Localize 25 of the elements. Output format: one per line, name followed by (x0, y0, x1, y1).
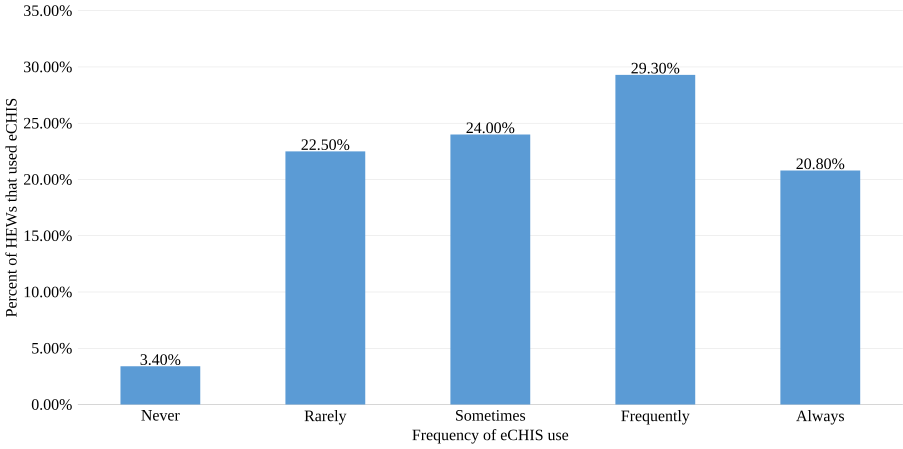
x-tick-label: Rarely (304, 410, 346, 425)
y-tick-label: 10.00% (24, 286, 72, 298)
y-tick-label: 20.00% (24, 174, 72, 185)
bar (615, 74, 696, 405)
x-axis-title: Frequency of eCHIS use (412, 429, 568, 444)
y-tick-label: 0.00% (32, 399, 72, 410)
y-tick-label: 35.00% (24, 5, 72, 16)
y-tick-label: 30.00% (24, 62, 72, 72)
data-label: 3.40% (140, 354, 180, 366)
bar (780, 170, 860, 405)
x-tick-label: Always (796, 410, 844, 425)
y-tick-label: 5.00% (32, 342, 72, 354)
y-axis-title: Percent of HEWs that used eCHIS (5, 98, 17, 317)
data-label: 24.00% (466, 122, 514, 134)
bar (120, 366, 200, 405)
data-label: 22.50% (302, 139, 350, 150)
data-label: 29.30% (631, 62, 680, 74)
bar (285, 151, 366, 405)
y-tick-label: 15.00% (24, 230, 72, 242)
y-tick-label: 25.00% (24, 118, 72, 129)
bar (450, 134, 530, 405)
x-tick-label: Never (141, 410, 180, 421)
data-label: 20.80% (796, 158, 844, 170)
x-tick-label: Frequently (621, 410, 690, 425)
x-tick-label: Sometimes (456, 410, 526, 421)
